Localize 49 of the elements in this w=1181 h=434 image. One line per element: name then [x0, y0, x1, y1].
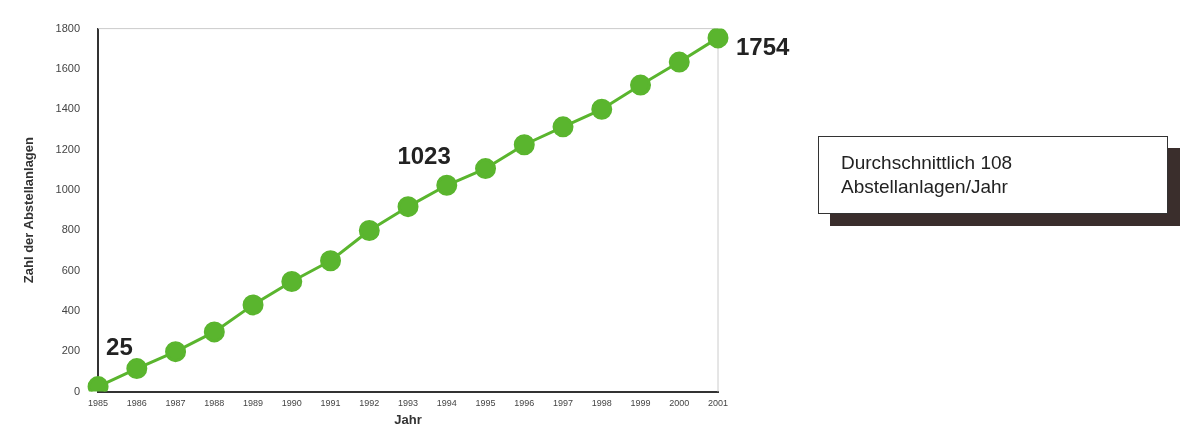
y-tick-label: 1200: [55, 142, 81, 155]
y-tick-label: 1800: [55, 21, 81, 34]
y-tick-label: 600: [61, 263, 81, 276]
x-tick-label: 1996: [514, 398, 535, 409]
point: [513, 134, 535, 156]
x-tick-label: 1999: [630, 398, 651, 409]
point: [552, 116, 574, 138]
x-tick-label: 2000: [669, 398, 690, 409]
x-tick-label: 1990: [281, 398, 302, 409]
point: [203, 321, 225, 343]
point: [358, 219, 380, 241]
point: [630, 74, 652, 96]
y-tick-label: 400: [61, 303, 81, 316]
y-tick-label: 800: [61, 223, 81, 236]
x-tick-label: 1988: [204, 398, 225, 409]
x-axis-title: Jahr: [394, 411, 422, 427]
point: [707, 28, 729, 49]
x-tick-label: 1995: [475, 398, 496, 409]
x-tick-label: 2001: [707, 398, 729, 409]
x-tick-label: 1987: [165, 398, 186, 409]
y-tick-label: 1400: [55, 102, 81, 115]
x-tick-label: 1994: [436, 398, 457, 409]
point: [591, 98, 613, 120]
text: Durchschnittlich 108 Abstellanlagen/Jahr: [818, 136, 1168, 214]
x-tick-label: 1992: [359, 398, 380, 409]
data-label: 25: [106, 333, 133, 361]
y-tick-label: 1000: [55, 182, 81, 195]
x-tick-label: 1998: [591, 398, 612, 409]
point: [475, 158, 497, 180]
y-tick-label: 0: [73, 384, 81, 397]
y-axis-title: Zahl der Abstellanlagen: [21, 136, 37, 284]
point: [126, 358, 148, 380]
point: [320, 250, 342, 272]
data-label: 1754: [736, 32, 791, 60]
point: [165, 341, 187, 363]
x-tick-label: 1986: [126, 398, 147, 409]
data-label: 1023: [397, 141, 451, 169]
x-tick-label: 1991: [320, 398, 341, 409]
point: [668, 51, 690, 73]
y-tick-label: 200: [61, 344, 81, 357]
point: [281, 270, 303, 292]
x-tick-label: 1985: [88, 398, 109, 409]
point: [436, 174, 458, 196]
x-tick-label: 1989: [243, 398, 264, 409]
point: [397, 196, 419, 218]
y-tick-label: 1600: [55, 61, 81, 74]
x-tick-label: 1997: [553, 398, 574, 409]
x-tick-label: 1993: [398, 398, 419, 409]
point: [242, 294, 264, 316]
